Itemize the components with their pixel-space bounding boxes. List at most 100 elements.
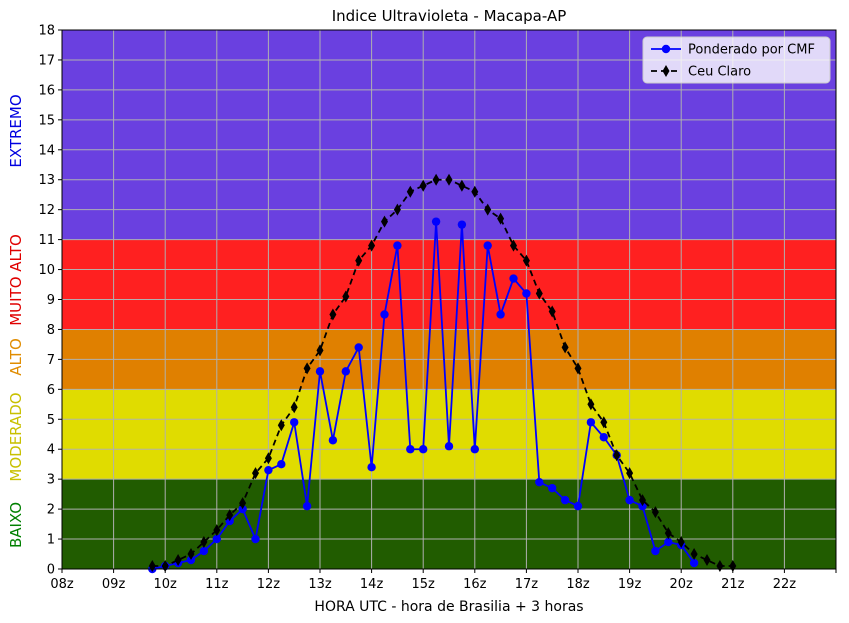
series-1-point-13 [316,344,324,357]
series-1-point-15 [342,290,350,303]
series-0-point-17 [367,462,376,472]
x-tick-label-5: 13z [308,577,332,592]
legend-marker-0 [661,44,671,54]
x-tick-label-11: 19z [618,577,642,592]
series-1-point-11 [290,401,298,414]
series-1-point-24 [458,179,466,192]
series-1-point-17 [368,239,376,252]
series-1-point-29 [522,254,530,267]
y-tick-label-14: 14 [38,143,55,158]
series-0-point-30 [535,477,544,487]
series-1-point-36 [613,449,621,462]
series-0-point-14 [328,436,338,445]
series-1-point-32 [561,341,569,354]
series-1-point-31 [548,305,556,318]
y-tick-label-16: 16 [38,83,55,98]
series-1-point-16 [355,254,363,267]
series-0-point-16 [354,343,363,352]
uv-band-3 [62,239,836,330]
y-tick-label-12: 12 [38,203,55,218]
y-tick-label-17: 17 [38,53,55,68]
series-0-point-22 [431,217,441,226]
y-tick-label-10: 10 [38,263,55,278]
series-1-point-7 [239,497,247,510]
series-1-point-2 [174,554,182,567]
x-axis-title: HORA UTC - hora de Brasilia + 3 horas [314,599,583,615]
y-tick-label-8: 8 [47,323,55,338]
band-label-2: ALTO [7,338,25,376]
series-1-point-22 [432,173,440,186]
series-0-point-11 [290,418,299,427]
band-labels: BAIXO MODERADO ALTO MUITO ALTO EXTREMO [7,94,25,548]
series-0-point-40 [664,537,673,547]
series-1-point-3 [187,548,195,561]
series-1-point-41 [677,536,685,549]
y-tick-label-7: 7 [47,353,55,368]
series-0-point-24 [457,220,467,229]
x-tick-label-6: 14z [360,577,384,592]
x-tick-label-2: 10z [154,577,178,592]
series-1-point-30 [535,287,543,300]
series-0-point-42 [689,558,699,568]
band-label-0: BAIXO [7,502,25,548]
series-1-point-27 [497,212,505,225]
series-1-point-28 [510,239,517,252]
series-0-point-5 [212,534,221,544]
band-label-1: MODERADO [7,392,25,481]
series-1-point-19 [393,203,401,216]
series-1-point-42 [690,548,698,561]
series-1-point-23 [445,173,453,186]
series-0-point-19 [393,241,402,250]
legend-marker-1 [662,65,670,77]
legend-label-1: Ceu Claro [688,65,751,80]
series-0-point-32 [560,495,570,505]
y-tick-label-18: 18 [38,24,55,39]
series-0-point-9 [264,465,273,475]
y-tick-label-15: 15 [38,113,55,128]
series-0-point-15 [341,367,350,376]
x-tick-label-14: 22z [773,577,797,592]
y-tick-label-9: 9 [47,293,55,308]
y-tick-label-4: 4 [47,443,55,458]
x-tick-label-1: 09z [102,577,126,592]
band-label-4: EXTREMO [7,94,25,167]
series-1-point-20 [406,185,414,198]
y-tick-label-13: 13 [38,173,55,188]
series-0-point-23 [444,442,454,451]
series-1-point-9 [264,452,272,465]
series-0-point-27 [496,310,505,319]
series-0-point-25 [470,445,479,454]
x-tick-label-7: 15z [412,577,436,592]
series-1-point-10 [277,419,285,432]
x-tick-label-12: 20z [670,577,694,592]
series-1-point-14 [329,308,337,321]
x-tick-label-3: 11z [205,577,229,592]
series-0-point-10 [277,459,286,469]
y-tick-label-3: 3 [47,473,55,488]
series-1-point-37 [626,467,634,480]
series-0-point-21 [419,445,428,454]
y-tick-label-2: 2 [47,503,55,518]
y-tick-label-0: 0 [47,563,55,578]
series-0-point-28 [509,274,518,283]
series-0-point-29 [522,289,531,298]
series-1-point-40 [664,527,672,540]
series-1-point-4 [200,536,208,549]
legend: Ponderado por CMF Ceu Claro [642,36,831,84]
series-line-1 [152,178,733,567]
series-0-point-8 [251,534,260,544]
x-tick-label-9: 17z [515,577,539,592]
chart-title: Indice Ultravioleta - Macapa-AP [332,7,567,25]
series-1-point-26 [484,203,492,216]
series-0-point-26 [483,241,492,250]
y-tick-label-11: 11 [38,233,55,248]
series-1-point-21 [419,179,427,192]
x-tick-label-10: 18z [566,577,590,592]
series-0-point-33 [573,501,583,511]
series-1-point-38 [639,494,646,507]
series-0-point-39 [651,546,660,556]
series-1-point-8 [252,467,259,480]
legend-label-0: Ponderado por CMF [688,43,815,58]
series-1-point-12 [303,362,311,375]
